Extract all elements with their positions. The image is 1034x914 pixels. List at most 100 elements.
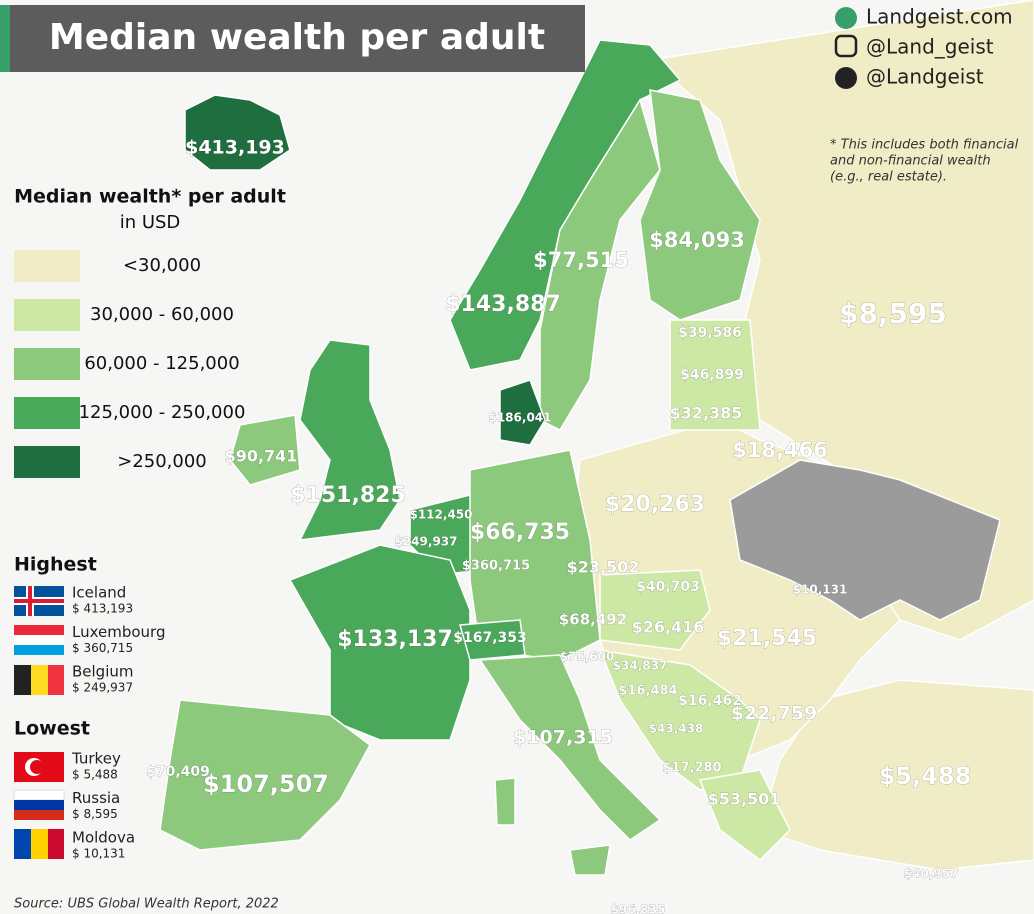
country-value: $186,041 xyxy=(488,411,551,425)
rank-country: Belgium xyxy=(72,663,134,681)
country-value: $34,837 xyxy=(613,659,668,673)
country-value: $8,595 xyxy=(839,297,947,330)
country-value: $107,507 xyxy=(203,770,329,798)
region-germany xyxy=(469,449,601,661)
rank-title: Highest xyxy=(14,554,97,576)
country-value: $84,093 xyxy=(649,228,745,252)
country-value: $16,484 xyxy=(618,684,677,699)
instagram-icon xyxy=(834,34,858,58)
rank-country: Iceland xyxy=(72,584,126,602)
legend-label: 30,000 - 60,000 xyxy=(90,304,234,325)
region-ukraine xyxy=(729,459,1001,621)
social-link: @Landgeist xyxy=(866,65,984,89)
rank-value: $ 5,488 xyxy=(72,768,118,782)
country-value: $16,462 xyxy=(678,693,742,709)
region-ireland xyxy=(229,414,301,486)
region-switzerland xyxy=(459,619,526,661)
country-value: $22,759 xyxy=(731,703,818,725)
country-value: $77,515 xyxy=(533,248,629,272)
country-value: $151,825 xyxy=(290,483,406,508)
country-value: $20,263 xyxy=(605,492,705,517)
region-sicily xyxy=(569,844,611,876)
region-denmark xyxy=(499,379,546,446)
note-line: (e.g., real estate). xyxy=(830,170,947,185)
legend-label: 125,000 - 250,000 xyxy=(79,402,246,423)
title: Median wealth per adult xyxy=(49,17,545,58)
globe-icon xyxy=(835,7,857,29)
region-finland xyxy=(639,89,761,321)
country-value: $107,315 xyxy=(513,727,613,749)
country-value: $66,735 xyxy=(470,520,570,545)
rank-value: $ 249,937 xyxy=(72,681,133,695)
rank-country: Moldova xyxy=(72,829,135,847)
country-value: $96,835 xyxy=(611,903,666,914)
country-value: $167,353 xyxy=(453,630,527,646)
legend-subtitle: in USD xyxy=(120,212,181,233)
flags xyxy=(13,586,65,859)
country-value: $18,466 xyxy=(732,438,828,462)
region-baltics xyxy=(669,319,761,431)
country-value: $90,741 xyxy=(225,447,298,466)
rank-value: $ 360,715 xyxy=(72,641,133,655)
legend-swatch xyxy=(14,397,80,429)
country-value: $75,600 xyxy=(560,650,615,664)
country-value: $68,492 xyxy=(559,611,627,629)
country-value: $21,545 xyxy=(717,626,817,651)
region-uk xyxy=(298,339,401,541)
note-line: * This includes both financial xyxy=(830,138,1019,153)
legend-swatch xyxy=(14,250,80,282)
legend-label: <30,000 xyxy=(123,255,201,276)
legend-title: Median wealth* per adult xyxy=(14,186,286,208)
region-iberia xyxy=(159,699,371,851)
country-value: $360,715 xyxy=(462,559,530,574)
rank-value: $ 413,193 xyxy=(72,602,133,616)
rank-country: Russia xyxy=(72,789,120,807)
note-line: and non-financial wealth xyxy=(830,154,991,169)
title-banner xyxy=(10,5,585,72)
region-norway xyxy=(449,39,682,371)
region-sweden xyxy=(539,98,661,431)
rank-title: Lowest xyxy=(14,718,90,740)
country-value: $5,488 xyxy=(879,762,972,790)
country-value: $10,131 xyxy=(793,583,848,597)
title-accent xyxy=(0,5,10,72)
country-value: $23,502 xyxy=(567,558,640,577)
legend-swatch xyxy=(14,348,80,380)
country-value: $133,137 xyxy=(337,627,453,652)
country-value: $413,193 xyxy=(185,137,285,159)
country-value: $32,385 xyxy=(670,404,743,423)
rank-country: Turkey xyxy=(71,750,121,768)
rank-value: $ 10,131 xyxy=(72,847,125,861)
country-value: $40,703 xyxy=(636,579,700,595)
legend-label: >250,000 xyxy=(117,451,207,472)
source: Source: UBS Global Wealth Report, 2022 xyxy=(14,897,279,912)
country-value: $70,409 xyxy=(146,764,210,780)
legend-label: 60,000 - 125,000 xyxy=(84,353,239,374)
legend-swatch xyxy=(14,299,80,331)
country-value: $249,937 xyxy=(394,535,457,549)
country-value: $46,899 xyxy=(680,367,744,383)
twitter-icon xyxy=(835,67,857,89)
country-value: $40,957 xyxy=(904,867,959,881)
country-value: $112,450 xyxy=(409,508,472,522)
region-central-light xyxy=(599,569,711,651)
social-link: Landgeist.com xyxy=(866,5,1013,29)
rank-value: $ 8,595 xyxy=(72,807,118,821)
rank-country: Luxembourg xyxy=(72,623,166,641)
region-italy xyxy=(478,654,662,841)
country-value: $143,887 xyxy=(445,292,561,317)
region-iceland xyxy=(184,94,291,171)
social-link: @Land_geist xyxy=(866,35,994,59)
region-france xyxy=(288,544,471,741)
country-value: $43,438 xyxy=(649,722,704,736)
country-value: $17,280 xyxy=(662,761,721,776)
legend-swatch xyxy=(14,446,80,478)
country-value: $26,416 xyxy=(632,618,705,637)
country-value: $39,586 xyxy=(678,325,742,341)
region-greece xyxy=(698,769,791,861)
region-sardinia xyxy=(494,777,516,826)
country-value: $53,501 xyxy=(708,790,781,809)
land xyxy=(159,0,1034,876)
